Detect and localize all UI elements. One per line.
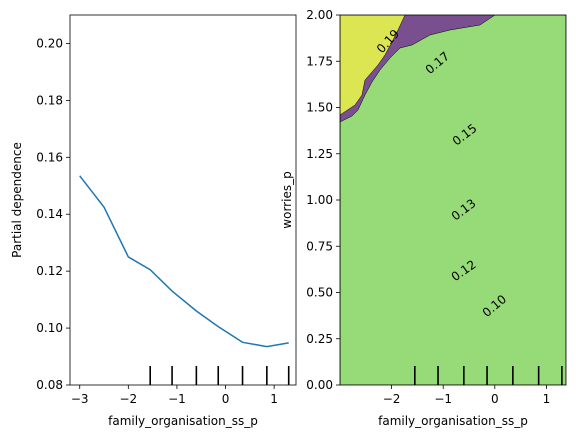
contour-level-5 xyxy=(340,15,566,385)
right-y-tick-label-8: 2.00 xyxy=(306,8,333,22)
left-y-ticks: 0.08 0.10 0.12 0.14 0.16 0.18 0.20 xyxy=(36,36,70,392)
left-y-tick-label-4: 0.16 xyxy=(36,150,63,164)
left-y-tick-label-1: 0.10 xyxy=(36,321,63,335)
right-x-tick-label-3: 1 xyxy=(543,392,551,406)
left-plot-content xyxy=(79,175,290,385)
left-plot-background xyxy=(70,15,296,385)
right-rug xyxy=(414,366,563,385)
left-x-tick-label-4: 1 xyxy=(270,392,278,406)
left-y-tick-label-3: 0.14 xyxy=(36,207,63,221)
left-chart: −3 −2 −1 0 1 0.08 0.10 0.12 0.14 0.16 0.18 0.20 fa… xyxy=(10,14,297,428)
right-y-tick-label-7: 1.75 xyxy=(306,54,333,68)
left-x-ticks: −3 −2 −1 0 1 xyxy=(71,385,278,406)
right-x-tick-label-2: 0 xyxy=(491,392,499,406)
left-x-tick-label-2: −1 xyxy=(168,392,186,406)
right-y-tick-label-0: 0.00 xyxy=(306,378,333,392)
left-y-tick-label-5: 0.18 xyxy=(36,93,63,107)
right-x-ticks: −2 −1 0 1 xyxy=(383,385,550,406)
right-y-tick-label-5: 1.25 xyxy=(306,147,333,161)
right-y-ticks: 0.00 0.25 0.50 0.75 1.00 1.25 1.50 1.75 2.00 xyxy=(306,8,340,392)
left-x-tick-label-3: 0 xyxy=(222,392,230,406)
left-y-tick-label-0: 0.08 xyxy=(36,378,63,392)
right-x-tick-label-0: −2 xyxy=(383,392,401,406)
left-x-axis-label: family_organisation_ss_p xyxy=(108,414,258,428)
left-x-tick-label-1: −2 xyxy=(119,392,137,406)
right-y-tick-label-6: 1.50 xyxy=(306,101,333,115)
left-plot-frame xyxy=(69,14,297,386)
pd-line-0 xyxy=(79,175,289,348)
contour-fill xyxy=(340,15,566,385)
left-x-tick-label-0: −3 xyxy=(71,392,89,406)
right-y-tick-label-1: 0.25 xyxy=(306,332,333,346)
contour-level-6 xyxy=(340,15,406,385)
right-y-tick-label-4: 1.00 xyxy=(306,193,333,207)
right-y-tick-label-2: 0.50 xyxy=(306,286,333,300)
right-x-tick-label-1: −1 xyxy=(434,392,452,406)
left-y-tick-label-6: 0.20 xyxy=(36,36,63,50)
left-y-axis-label: Partial dependence xyxy=(10,142,24,258)
right-chart: 0.19 0.17 0.15 0.13 0.12 0.10 −2 −1 0 1 0.0… xyxy=(280,8,567,428)
left-y-tick-label-2: 0.12 xyxy=(36,264,63,278)
right-y-axis-label: worries_p xyxy=(280,171,294,228)
right-y-tick-label-3: 0.75 xyxy=(306,239,333,253)
right-x-axis-label: family_organisation_ss_p xyxy=(378,414,528,428)
